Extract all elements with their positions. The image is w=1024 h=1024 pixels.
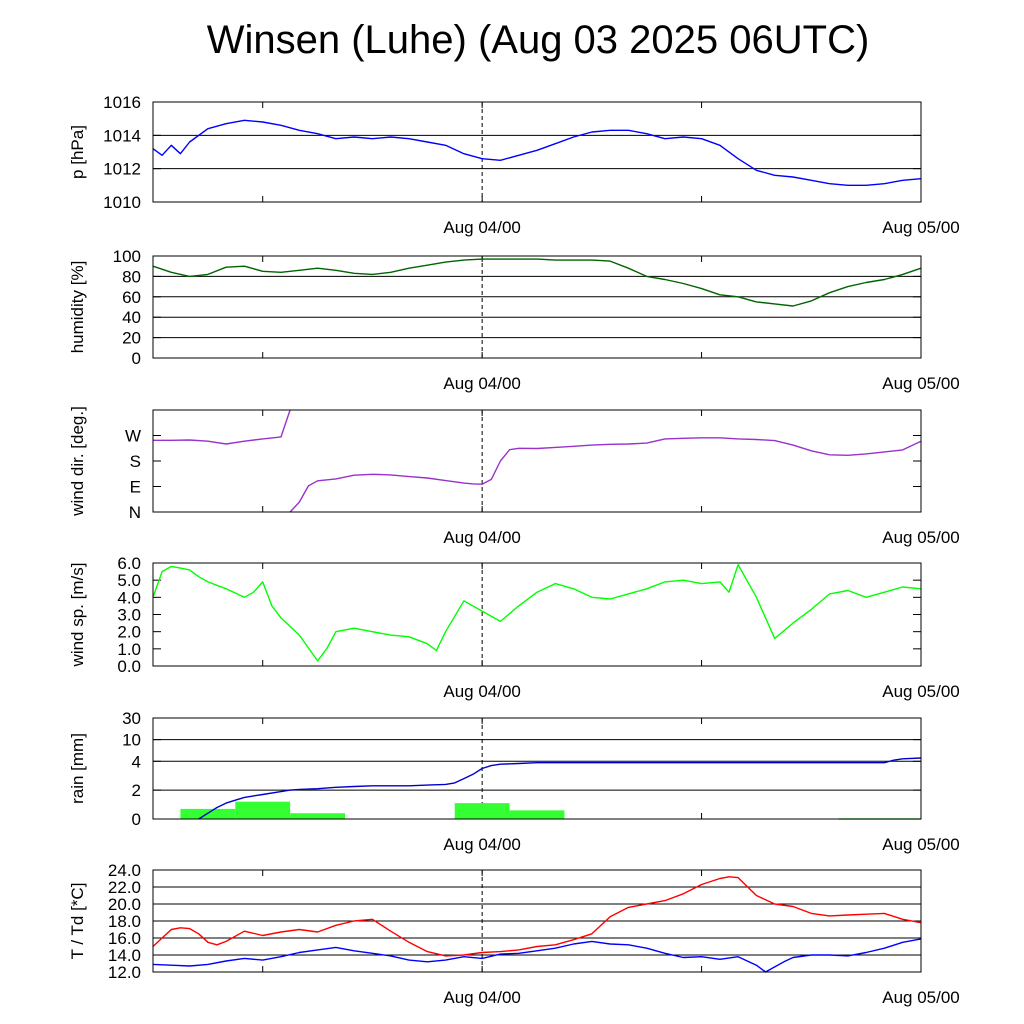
rain-bar bbox=[290, 813, 345, 819]
y-tick-label: 22.0 bbox=[108, 878, 141, 897]
y-tick-label: 6.0 bbox=[117, 554, 141, 573]
y-tick-label: 20.0 bbox=[108, 895, 141, 914]
y-axis-label: humidity [%] bbox=[68, 261, 87, 354]
y-tick-label: 3.0 bbox=[117, 606, 141, 625]
plot-frame bbox=[152, 562, 922, 667]
series-line-wind-direction bbox=[153, 409, 291, 445]
rain-bar bbox=[235, 801, 291, 819]
x-tick-label: Aug 04/00 bbox=[443, 835, 521, 854]
y-tick-label: 80 bbox=[122, 267, 141, 286]
plot-frame bbox=[152, 717, 922, 820]
series-line-wind-speed bbox=[152, 564, 922, 662]
y-tick-label: 0.0 bbox=[117, 657, 141, 676]
y-tick-label: N bbox=[129, 503, 141, 522]
y-tick-label: 2.0 bbox=[117, 623, 141, 642]
y-axis-label: rain [mm] bbox=[68, 733, 87, 804]
y-tick-label: 12.0 bbox=[108, 963, 141, 982]
y-tick-label: S bbox=[130, 452, 141, 471]
y-tick-label: 4.0 bbox=[117, 588, 141, 607]
y-tick-label: 5.0 bbox=[117, 571, 141, 590]
y-tick-label: 100 bbox=[113, 247, 141, 266]
series-line-humidity bbox=[152, 258, 922, 307]
series-line-temperature bbox=[152, 938, 922, 973]
y-axis-label: p [hPa] bbox=[68, 125, 87, 179]
panel-wind-speed: 0.01.02.03.04.05.06.0 wind sp. [m/s] Aug 0… bbox=[68, 554, 960, 701]
y-tick-label: E bbox=[130, 478, 141, 497]
x-tick-label: Aug 04/00 bbox=[443, 528, 521, 547]
rain-bar bbox=[454, 803, 510, 819]
x-tick-label: Aug 04/00 bbox=[443, 374, 521, 393]
series-line-temperature bbox=[152, 876, 922, 957]
panel-rain: 0 2 4 10 30 rain [mm] Aug 04/00 Aug 05/00 bbox=[68, 709, 960, 854]
y-tick-label: 2 bbox=[132, 781, 141, 800]
panel-temperature: 12.014.016.018.020.022.024.0 T / Td [*C] A… bbox=[68, 861, 960, 1007]
y-axis-label: wind sp. [m/s] bbox=[68, 563, 87, 668]
plot-frame bbox=[152, 255, 922, 359]
y-tick-label: 4 bbox=[132, 752, 141, 771]
x-tick-label: Aug 05/00 bbox=[882, 835, 960, 854]
panel-pressure: 1010 1012 1014 1016 p [hPa] Aug 04/00 Aug 05/0… bbox=[68, 93, 960, 237]
series-line-pressure bbox=[152, 119, 922, 187]
y-tick-label: 1016 bbox=[103, 93, 141, 112]
y-tick-label: 1014 bbox=[103, 126, 141, 145]
y-tick-label: 40 bbox=[122, 308, 141, 327]
y-tick-label: 16.0 bbox=[108, 929, 141, 948]
y-tick-label: 18.0 bbox=[108, 912, 141, 931]
y-axis-label: T / Td [*C] bbox=[68, 883, 87, 960]
y-tick-label: W bbox=[125, 427, 141, 446]
chart-title: Winsen (Luhe) (Aug 03 2025 06UTC) bbox=[206, 18, 870, 62]
x-tick-label: Aug 04/00 bbox=[443, 988, 521, 1007]
y-tick-label: 10 bbox=[122, 731, 141, 750]
y-tick-label: 30 bbox=[122, 709, 141, 728]
x-tick-label: Aug 05/00 bbox=[882, 988, 960, 1007]
x-tick-label: Aug 05/00 bbox=[882, 218, 960, 237]
y-tick-label: 1.0 bbox=[117, 640, 141, 659]
y-tick-label: 24.0 bbox=[108, 861, 141, 880]
plot-frame bbox=[152, 409, 922, 513]
x-tick-label: Aug 05/00 bbox=[882, 682, 960, 701]
x-tick-label: Aug 04/00 bbox=[443, 682, 521, 701]
x-tick-label: Aug 05/00 bbox=[882, 374, 960, 393]
plot-frame bbox=[152, 101, 922, 203]
y-tick-label: 1010 bbox=[103, 193, 141, 212]
y-tick-label: 60 bbox=[122, 288, 141, 307]
y-tick-label: 1012 bbox=[103, 160, 141, 179]
plot-frame bbox=[152, 869, 922, 973]
series-line-wind-direction bbox=[289, 437, 922, 513]
series-line-rain bbox=[198, 757, 922, 820]
rain-bar bbox=[509, 810, 565, 819]
y-tick-label: 0 bbox=[132, 810, 141, 829]
x-tick-label: Aug 05/00 bbox=[882, 528, 960, 547]
y-tick-label: 20 bbox=[122, 329, 141, 348]
y-axis-label: wind dir. [deg.] bbox=[68, 406, 87, 517]
y-tick-label: 14.0 bbox=[108, 946, 141, 965]
y-tick-label: 0 bbox=[132, 349, 141, 368]
x-tick-label: Aug 04/00 bbox=[443, 218, 521, 237]
